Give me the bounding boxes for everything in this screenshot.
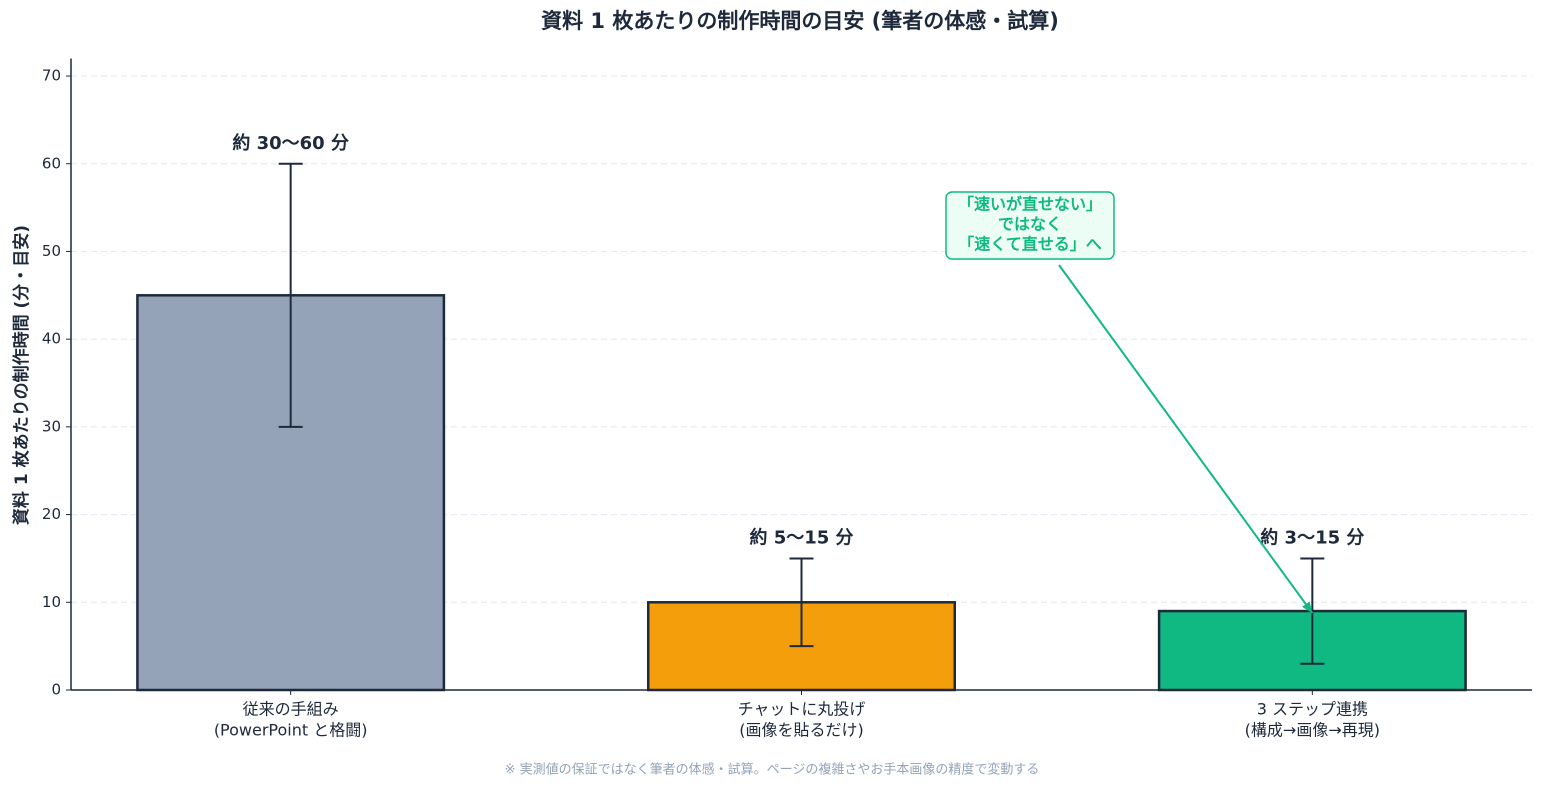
x-tick-label: 3 ステップ連携 — [1257, 700, 1368, 719]
annotation-text: 「速くて直せる」へ — [958, 235, 1102, 254]
range-label: 約 3〜15 分 — [1260, 526, 1364, 548]
annotation-box — [945, 191, 1115, 260]
annotation-arrowhead — [1302, 601, 1313, 614]
y-axis-label: 資料 1 枚あたりの制作時間 (分・目安) — [11, 225, 32, 525]
chart-title: 資料 1 枚あたりの制作時間の目安 (筆者の体感・試算) — [541, 9, 1059, 33]
annotation-arrow — [1058, 264, 1314, 614]
error-bar — [789, 557, 814, 648]
y-tick-label: 0 — [51, 681, 61, 699]
error-bar — [1300, 557, 1325, 665]
annotation-text: ではなく — [998, 215, 1062, 234]
y-tick-label: 60 — [42, 154, 61, 172]
x-tick-label: チャットに丸投げ — [738, 700, 866, 719]
y-tick-label: 10 — [42, 593, 61, 611]
y-tick-label: 40 — [42, 330, 61, 348]
x-tick-label: (構成→画像→再現) — [1245, 721, 1380, 740]
x-tick-label: 従来の手組み — [243, 700, 339, 719]
y-tick-label: 20 — [42, 505, 61, 523]
y-tick-label: 50 — [42, 242, 61, 260]
footnote: ※ 実測値の保証ではなく筆者の体感・試算。ページの複雑さやお手本画像の精度で変動… — [505, 762, 1040, 778]
x-tick-label: (PowerPoint と格闘) — [214, 721, 368, 740]
y-tick-label: 70 — [42, 67, 61, 85]
error-bar — [278, 162, 303, 428]
x-tick-label: (画像を貼るだけ) — [739, 721, 864, 740]
y-tick-label: 30 — [42, 417, 61, 435]
range-label: 約 30〜60 分 — [232, 132, 349, 154]
annotation-text: 「速いが直せない」 — [958, 195, 1102, 214]
range-label: 約 5〜15 分 — [749, 526, 853, 548]
